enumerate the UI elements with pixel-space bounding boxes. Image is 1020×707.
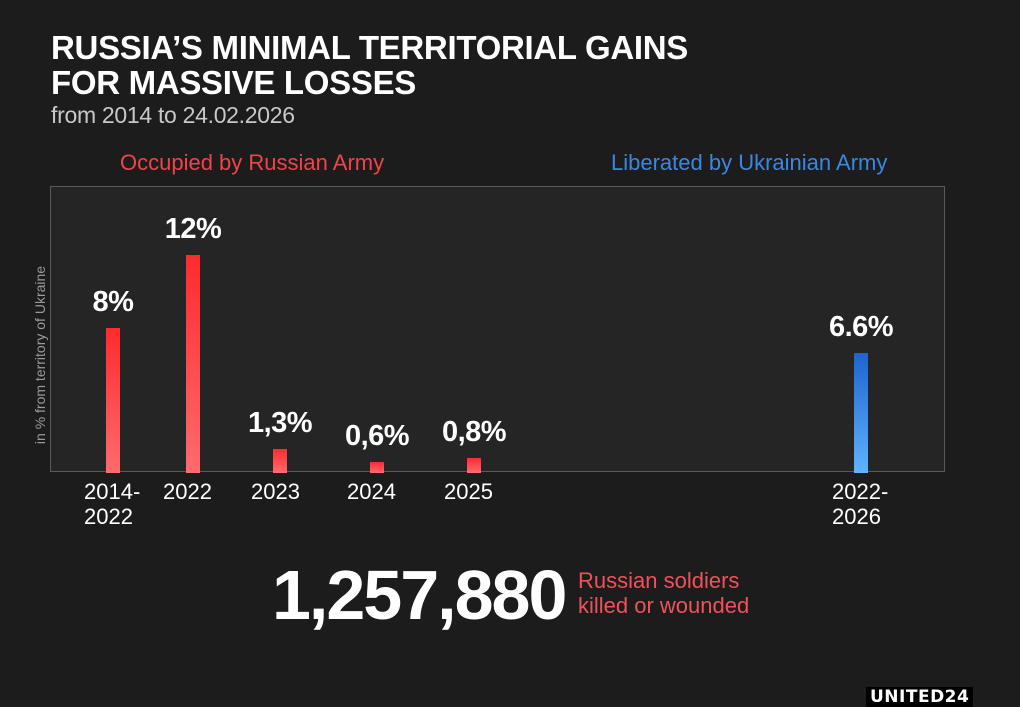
- legend-occupied: Occupied by Russian Army: [120, 150, 385, 175]
- x-tick-label: 2014- 2022: [84, 479, 141, 529]
- losses-number: 1,257,880: [272, 556, 567, 634]
- losses-caption-line-2: killed or wounded: [578, 593, 750, 618]
- losses-caption-line-1: Russian soldiers: [578, 568, 740, 593]
- x-tick-label: 2025: [444, 479, 493, 504]
- x-tick-label: 2023: [251, 479, 300, 504]
- chart-subtitle: from 2014 to 24.02.2026: [51, 102, 295, 128]
- bar-value-label: 1,3%: [247, 407, 313, 440]
- bar-2024: [370, 462, 384, 473]
- losses-caption: Russian soldiers killed or wounded: [578, 568, 749, 618]
- chart-title: RUSSIA’S MINIMAL TERRITORIAL GAINS FOR M…: [51, 30, 688, 100]
- bar-value-label: 6.6%: [828, 311, 894, 344]
- bar-value-label: 0,8%: [441, 416, 507, 449]
- y-axis-label: in % from territory of Ukraine: [32, 265, 48, 445]
- bar-2025: [467, 458, 481, 473]
- united24-logo: UNITED24: [866, 687, 974, 707]
- legend-liberated: Liberated by Ukrainian Army: [611, 150, 888, 175]
- title-line-1: RUSSIA’S MINIMAL TERRITORIAL GAINS: [51, 29, 689, 66]
- bar-value-label: 0,6%: [344, 420, 410, 453]
- bar-2022-2026: [854, 353, 868, 473]
- x-tick-label: 2022: [163, 479, 212, 504]
- bar-2022: [186, 255, 200, 473]
- bar-2023: [273, 449, 287, 473]
- bar-2014-2022: [106, 327, 120, 473]
- x-tick-label: 2022- 2026: [832, 479, 889, 529]
- title-line-2: FOR MASSIVE LOSSES: [51, 64, 416, 101]
- x-tick-label: 2024: [347, 479, 396, 504]
- bar-value-label: 8%: [92, 285, 134, 318]
- bar-value-label: 12%: [164, 213, 222, 245]
